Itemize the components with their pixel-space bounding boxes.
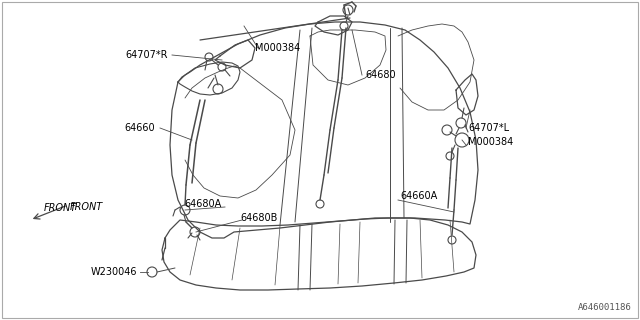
Text: 64680B: 64680B [240, 213, 277, 223]
Text: W230046: W230046 [90, 267, 137, 277]
Text: 64680A: 64680A [185, 199, 222, 209]
Text: A646001186: A646001186 [579, 303, 632, 312]
Text: FRONT: FRONT [70, 202, 103, 212]
Text: 64707*R: 64707*R [125, 50, 168, 60]
Text: 64680: 64680 [365, 70, 396, 80]
Text: 64660A: 64660A [400, 191, 437, 201]
Text: FRONT: FRONT [44, 203, 77, 213]
Text: 64707*L: 64707*L [468, 123, 509, 133]
Text: M000384: M000384 [255, 43, 300, 53]
Text: 64660: 64660 [124, 123, 155, 133]
Text: M000384: M000384 [468, 137, 513, 147]
